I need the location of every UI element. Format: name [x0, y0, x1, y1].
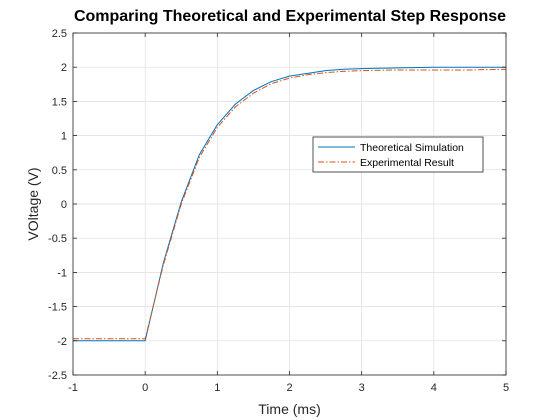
- y-axis-label: VOltage (V): [25, 167, 41, 240]
- y-tick-label: 2.5: [52, 28, 67, 40]
- x-tick-label: -1: [68, 382, 78, 394]
- legend: Theoretical Simulation Experimental Resu…: [312, 136, 484, 173]
- x-tick-label: 5: [503, 382, 509, 394]
- y-tick-label: 1.5: [52, 96, 67, 108]
- x-tick-label: 2: [286, 382, 292, 394]
- y-tick-label: -1.5: [48, 302, 67, 314]
- y-tick-label: 2: [61, 62, 67, 74]
- legend-label-theoretical: Theoretical Simulation: [360, 142, 464, 154]
- series-lines: [73, 66, 507, 342]
- y-tick-label: 1: [61, 131, 67, 143]
- plot-area: -1 0 1 2 3 4 5 -2.5 -2 -1.5 -1 -0.5 0 0.5 1 1.5 2 2.5: [48, 28, 509, 394]
- x-tick-label: 0: [142, 382, 148, 394]
- y-tick-label: 0: [61, 199, 67, 211]
- x-axis-ticks: -1 0 1 2 3 4 5: [68, 33, 509, 394]
- x-axis-label: Time (ms): [258, 401, 320, 417]
- series-line-theoretical: [73, 66, 506, 342]
- x-tick-label: 1: [214, 382, 220, 394]
- y-tick-label: 0.5: [52, 165, 67, 177]
- y-tick-label: -2: [57, 336, 67, 348]
- x-tick-label: 4: [431, 382, 437, 394]
- x-tick-label: 3: [359, 382, 365, 394]
- series-line-experimental: [73, 68, 507, 340]
- legend-box: [312, 136, 484, 173]
- y-tick-label: -1: [57, 267, 67, 279]
- legend-label-experimental: Experimental Result: [360, 157, 454, 169]
- y-axis-ticks: -2.5 -2 -1.5 -1 -0.5 0 0.5 1 1.5 2 2.5: [48, 28, 506, 382]
- chart-title: Comparing Theoretical and Experimental S…: [74, 8, 506, 25]
- y-tick-label: -2.5: [48, 370, 67, 382]
- y-tick-label: -0.5: [48, 233, 67, 245]
